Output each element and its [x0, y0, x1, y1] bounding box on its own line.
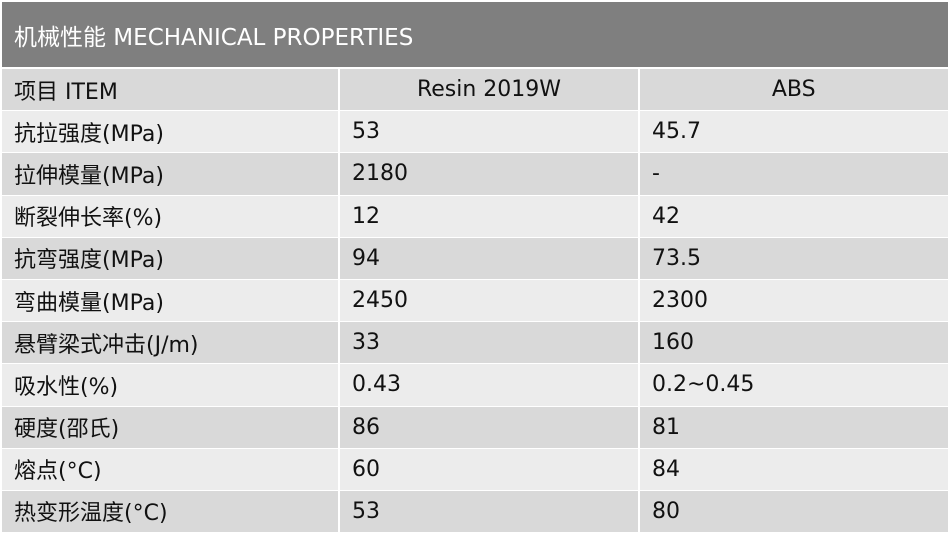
table-row: 断裂伸长率(%) 12 42 — [2, 194, 949, 238]
abs-value: 45.7 — [638, 110, 949, 154]
resin-value: 0.43 — [338, 363, 640, 407]
property-name: 悬臂梁式冲击(J/m) — [2, 321, 340, 365]
column-header-abs: ABS — [638, 67, 949, 112]
abs-value: 0.2~0.45 — [638, 363, 949, 407]
column-header-item: 项目 ITEM — [2, 67, 340, 112]
table-row: 熔点(°C) 60 84 — [2, 447, 949, 491]
column-header-resin: Resin 2019W — [338, 67, 640, 112]
table-row: 悬臂梁式冲击(J/m) 33 160 — [2, 321, 949, 365]
property-name: 拉伸模量(MPa) — [2, 152, 340, 196]
table-row: 拉伸模量(MPa) 2180 - — [2, 152, 949, 196]
table-row: 弯曲模量(MPa) 2450 2300 — [2, 278, 949, 323]
table-row: 抗拉强度(MPa) 53 45.7 — [2, 110, 949, 154]
properties-sheet: 机械性能 MECHANICAL PROPERTIES 项目 ITEM Resin… — [2, 2, 949, 548]
resin-value: 94 — [338, 236, 640, 280]
resin-value: 2450 — [338, 278, 640, 323]
resin-value: 33 — [338, 321, 640, 365]
abs-value: 80 — [638, 489, 949, 534]
resin-value: 53 — [338, 110, 640, 154]
resin-value: 2180 — [338, 152, 640, 196]
resin-value: 12 — [338, 194, 640, 238]
resin-value: 60 — [338, 447, 640, 491]
table-row: 抗弯强度(MPa) 94 73.5 — [2, 236, 949, 280]
header-row: 项目 ITEM Resin 2019W ABS — [2, 67, 949, 112]
resin-value: 86 — [338, 405, 640, 449]
abs-value: 84 — [638, 447, 949, 491]
property-name: 吸水性(%) — [2, 363, 340, 407]
property-name: 弯曲模量(MPa) — [2, 278, 340, 323]
abs-value: 81 — [638, 405, 949, 449]
property-name: 硬度(邵氏) — [2, 405, 340, 449]
abs-value: 2300 — [638, 278, 949, 323]
table-row: 吸水性(%) 0.43 0.2~0.45 — [2, 363, 949, 407]
property-name: 断裂伸长率(%) — [2, 194, 340, 238]
abs-value: 160 — [638, 321, 949, 365]
property-name: 热变形温度(°C) — [2, 489, 340, 534]
table-row: 热变形温度(°C) 53 80 — [2, 489, 949, 534]
property-name: 抗弯强度(MPa) — [2, 236, 340, 280]
property-name: 抗拉强度(MPa) — [2, 110, 340, 154]
abs-value: 73.5 — [638, 236, 949, 280]
abs-value: - — [638, 152, 949, 196]
property-name: 熔点(°C) — [2, 447, 340, 491]
resin-value: 53 — [338, 489, 640, 534]
abs-value: 42 — [638, 194, 949, 238]
mechanical-properties-table: 项目 ITEM Resin 2019W ABS 抗拉强度(MPa) 53 45.… — [2, 67, 949, 534]
table-row: 硬度(邵氏) 86 81 — [2, 405, 949, 449]
table-title: 机械性能 MECHANICAL PROPERTIES — [2, 2, 948, 68]
